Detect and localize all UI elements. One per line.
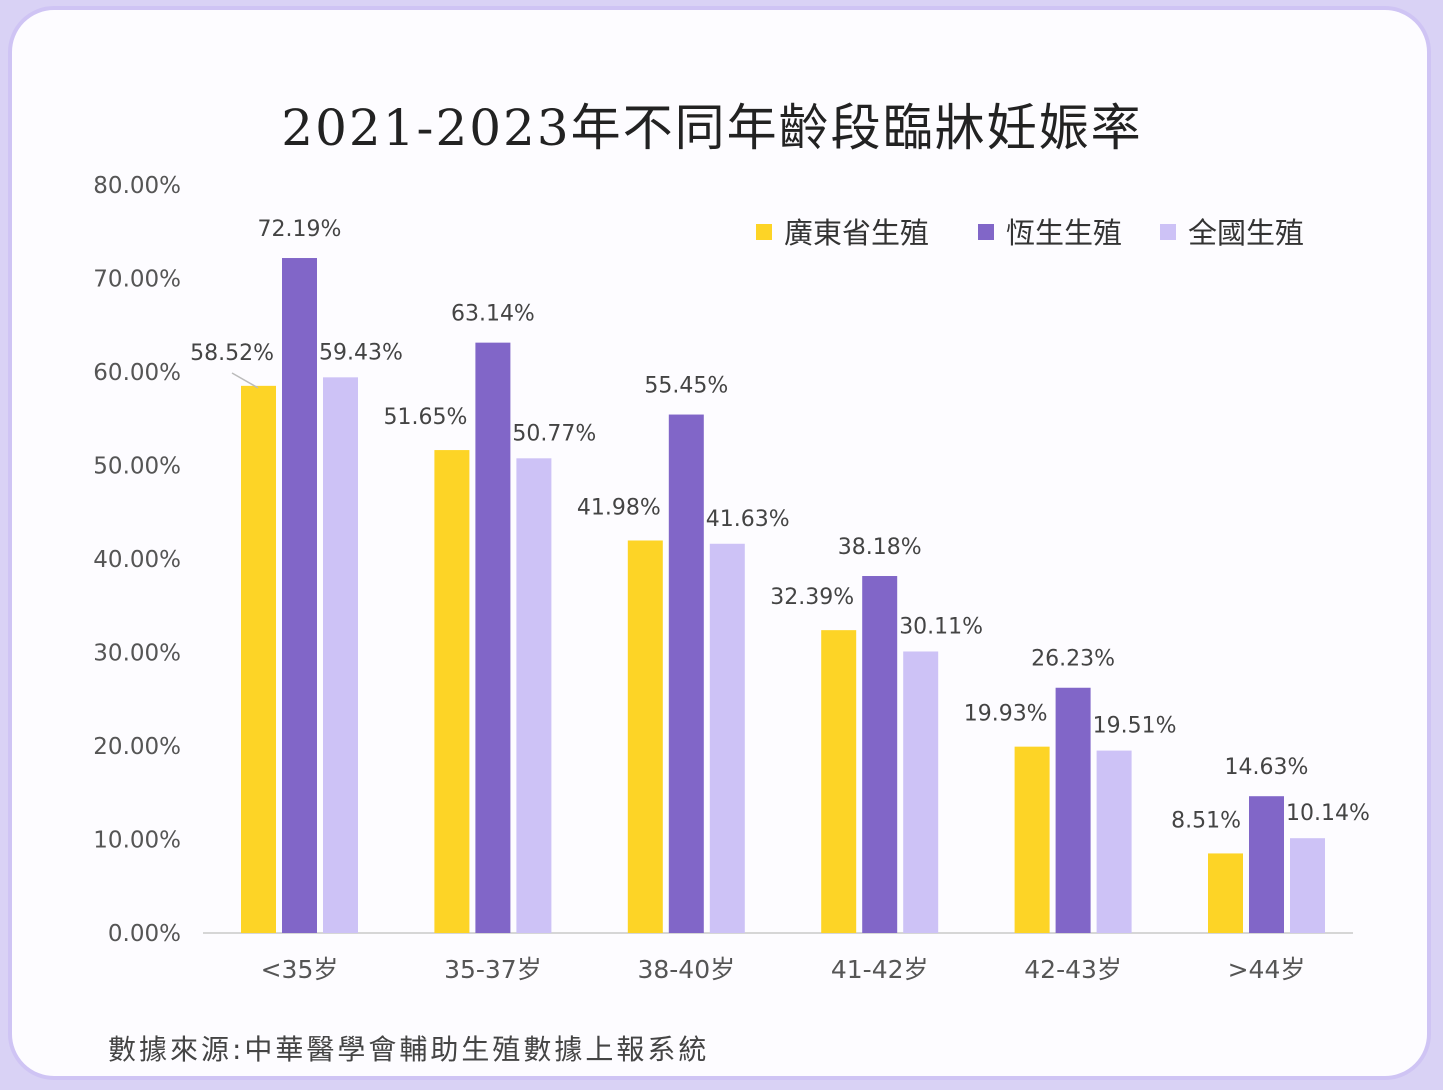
bar [1249, 796, 1284, 933]
data-label: 26.23% [1031, 647, 1115, 672]
data-label: 19.51% [1093, 714, 1177, 739]
data-label: 41.63% [706, 507, 790, 532]
data-label: 8.51% [1171, 808, 1241, 833]
data-label: 59.43% [319, 340, 403, 365]
bar [1014, 746, 1050, 933]
bar [627, 540, 663, 933]
category-label: 38-40岁 [637, 955, 735, 984]
y-tick-label: 20.00% [93, 734, 181, 760]
leader-line [231, 372, 259, 389]
legend-label: 恆生生殖 [1006, 216, 1122, 250]
bar [475, 342, 511, 933]
bar [282, 258, 317, 933]
data-label: 51.65% [384, 405, 468, 430]
bar [1096, 750, 1132, 933]
y-tick-label: 10.00% [93, 828, 181, 854]
data-label: 14.63% [1225, 755, 1309, 780]
legend-swatch [1160, 224, 1176, 240]
bar [323, 377, 358, 934]
category-label: 35-37岁 [444, 955, 542, 984]
data-label: 58.52% [190, 341, 274, 366]
bar [1208, 853, 1243, 933]
data-label: 38.18% [838, 535, 922, 560]
data-label: 10.14% [1286, 801, 1370, 826]
source-note: 數據來源:中華醫學會輔助生殖數據上報系統 [108, 1033, 710, 1066]
category-label: 42-43岁 [1024, 955, 1122, 984]
legend-swatch [978, 224, 994, 240]
data-label: 63.14% [451, 302, 535, 327]
bar [241, 385, 276, 933]
category-label: <35岁 [261, 955, 339, 984]
data-label: 72.19% [258, 217, 342, 242]
y-tick-label: 40.00% [93, 547, 181, 573]
category-label: 41-42岁 [831, 955, 929, 984]
bar [516, 458, 552, 933]
data-label: 30.11% [899, 614, 983, 639]
data-label: 50.77% [512, 421, 596, 446]
bar [434, 450, 470, 933]
bar [1290, 838, 1325, 933]
y-tick-label: 50.00% [93, 454, 181, 480]
bar [709, 543, 745, 933]
y-tick-label: 0.00% [108, 921, 181, 947]
data-label: 32.39% [770, 585, 854, 610]
y-tick-label: 70.00% [93, 267, 181, 293]
y-tick-label: 60.00% [93, 360, 181, 386]
bar [821, 630, 857, 933]
data-label: 41.98% [577, 495, 661, 520]
category-label: >44岁 [1228, 955, 1306, 984]
data-label: 55.45% [644, 374, 728, 399]
legend-label: 全國生殖 [1188, 216, 1304, 250]
chart-title: 2021-2023年不同年齡段臨牀妊娠率 [281, 99, 1143, 157]
data-label: 19.93% [964, 702, 1048, 727]
legend-swatch [756, 224, 772, 240]
legend-label: 廣東省生殖 [784, 216, 929, 250]
bar [668, 414, 704, 934]
bar [1055, 687, 1091, 933]
bar [903, 651, 939, 933]
y-tick-label: 30.00% [93, 641, 181, 667]
bar [862, 576, 898, 933]
y-tick-label: 80.00% [93, 173, 181, 199]
